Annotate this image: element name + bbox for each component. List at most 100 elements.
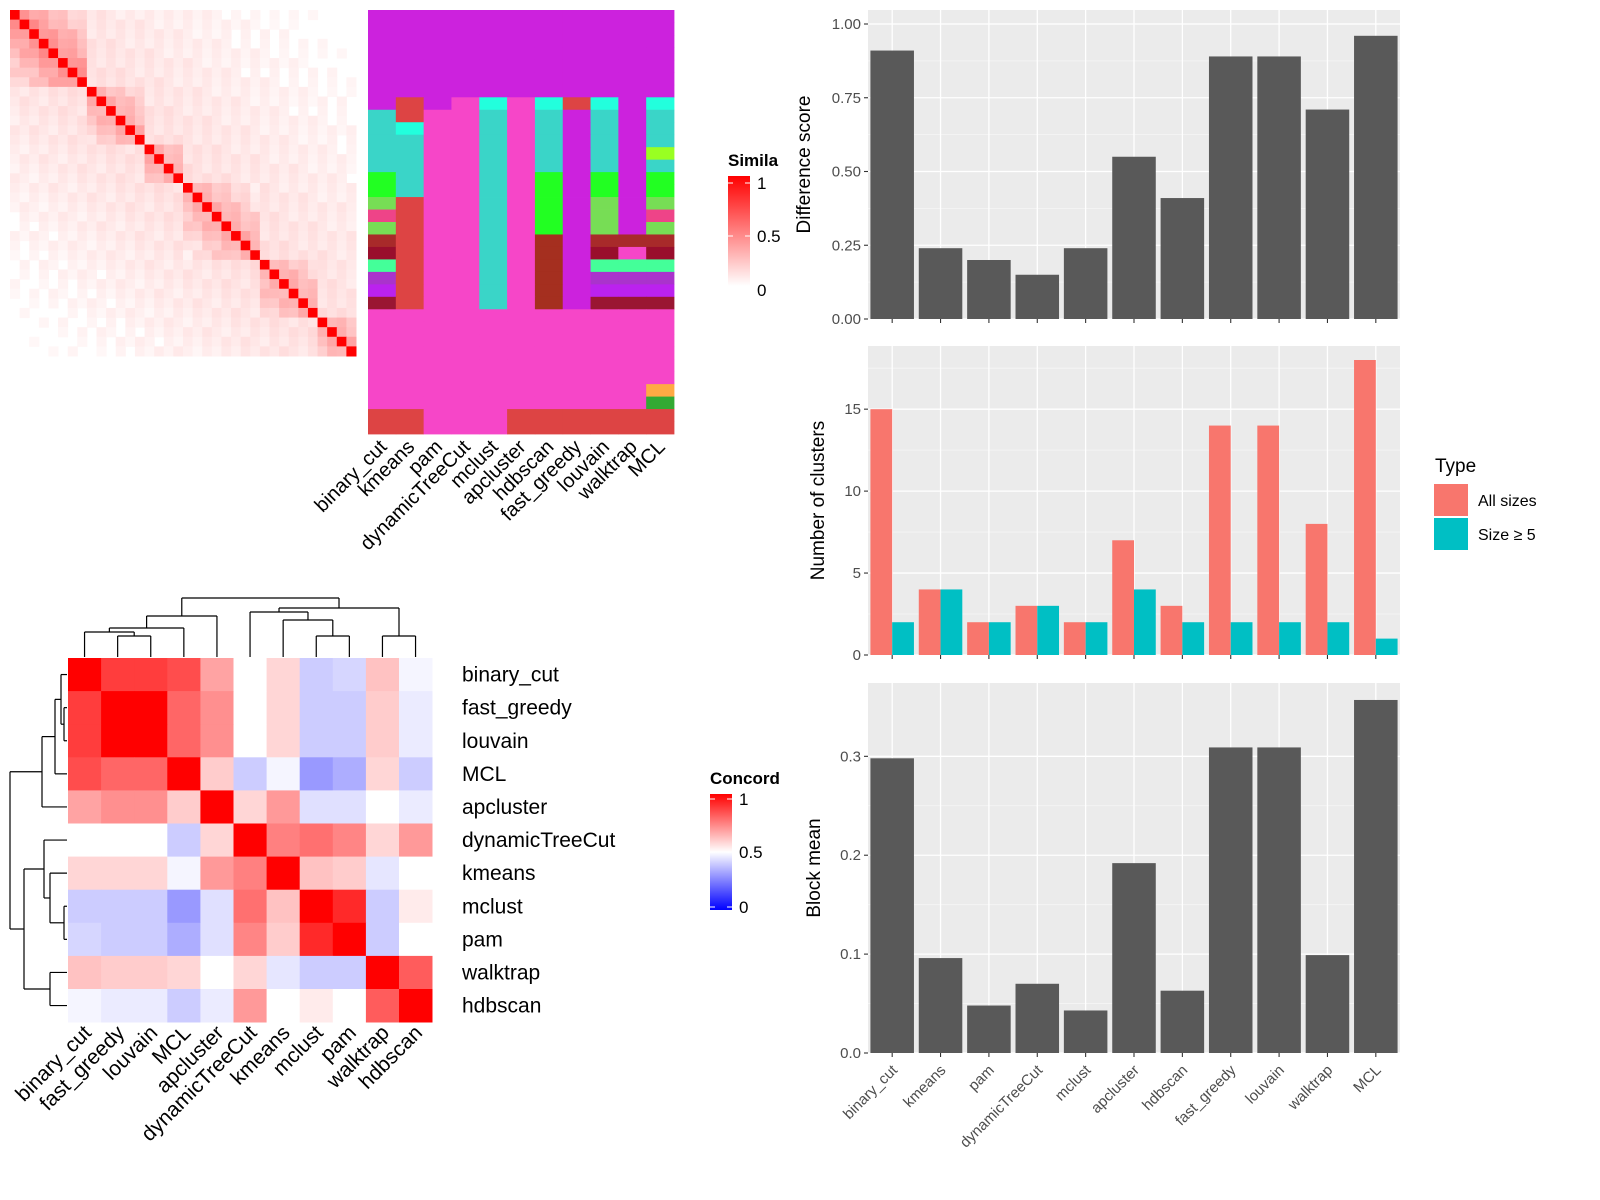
similarity-cell xyxy=(67,77,78,88)
similarity-cell xyxy=(58,163,69,174)
membership-cell xyxy=(562,84,591,98)
similarity-cell xyxy=(336,259,347,270)
bar xyxy=(918,958,963,1053)
membership-cell xyxy=(451,72,480,86)
similarity-cell xyxy=(183,10,194,21)
similarity-cell xyxy=(336,163,347,174)
similarity-cell xyxy=(67,269,78,280)
x-tick-label: dynamicTreeCut xyxy=(957,1061,1047,1151)
similarity-cell xyxy=(269,250,280,261)
similarity-cell xyxy=(202,288,213,299)
similarity-cell xyxy=(106,183,117,194)
similarity-cell xyxy=(211,269,222,280)
similarity-cell xyxy=(336,115,347,126)
similarity-cell xyxy=(298,183,309,194)
similarity-cell xyxy=(154,298,165,309)
membership-cell xyxy=(618,234,647,248)
similarity-cell xyxy=(115,346,126,357)
membership-cell xyxy=(423,84,452,98)
similarity-cell xyxy=(125,298,136,309)
membership-cell xyxy=(423,246,452,260)
similarity-cell xyxy=(211,231,222,242)
similarity-cell xyxy=(183,163,194,174)
membership-cell xyxy=(590,371,619,385)
similarity-cell xyxy=(307,269,319,280)
similarity-cell xyxy=(192,269,203,280)
membership-cell xyxy=(646,34,675,48)
similarity-cell xyxy=(163,154,174,165)
membership-cell xyxy=(368,409,397,422)
concordance-cell xyxy=(68,691,102,725)
similarity-cell xyxy=(240,77,251,88)
similarity-cell xyxy=(346,317,357,328)
similarity-cell xyxy=(240,183,251,194)
concordance-cell xyxy=(233,955,267,990)
similarity-cell xyxy=(183,77,194,88)
membership-cell xyxy=(646,359,675,373)
membership-cell xyxy=(507,284,536,298)
similarity-cell xyxy=(144,58,155,69)
membership-cell xyxy=(451,97,480,111)
membership-cell xyxy=(507,309,536,323)
similarity-cell xyxy=(106,269,117,280)
similarity-cell xyxy=(154,173,165,184)
bar xyxy=(1015,274,1060,319)
membership-cell xyxy=(395,159,425,173)
membership-cell xyxy=(507,72,536,86)
similarity-cell xyxy=(307,183,319,194)
membership-cell xyxy=(368,47,397,61)
similarity-cell xyxy=(327,163,338,174)
similarity-cell xyxy=(346,327,357,338)
similarity-cell xyxy=(134,125,146,136)
concordance-cell xyxy=(233,989,267,1023)
similarity-cell xyxy=(106,211,117,222)
similarity-cell xyxy=(279,288,290,299)
similarity-cell xyxy=(134,96,146,107)
concordance-cell xyxy=(101,856,135,891)
similarity-cell xyxy=(38,58,49,69)
similarity-cell xyxy=(134,269,146,280)
similarity-cell xyxy=(192,336,203,347)
bar xyxy=(967,260,1011,319)
similarity-cell xyxy=(279,58,290,69)
similarity-cell xyxy=(96,48,107,59)
membership-cell xyxy=(618,22,647,36)
membership-cell xyxy=(395,321,425,335)
similarity-cell xyxy=(154,86,165,97)
similarity-cell xyxy=(115,211,126,222)
similarity-cell xyxy=(307,317,319,328)
similarity-cell xyxy=(106,19,117,30)
concordance-cell xyxy=(365,955,400,990)
similarity-cell xyxy=(317,183,328,194)
similarity-cell xyxy=(221,202,232,213)
similarity-cell xyxy=(307,202,319,213)
similarity-cell xyxy=(144,163,155,174)
similarity-cell xyxy=(307,288,319,299)
membership-cell xyxy=(395,184,425,198)
membership-cell xyxy=(590,384,619,397)
similarity-cell xyxy=(240,250,251,261)
similarity-cell xyxy=(154,279,165,290)
similarity-cell xyxy=(154,231,165,242)
membership-cell xyxy=(395,22,425,36)
similarity-cell xyxy=(134,211,146,222)
similarity-cell xyxy=(231,221,242,232)
similarity-cell xyxy=(192,125,203,136)
similarity-cell xyxy=(86,96,97,107)
similarity-cell xyxy=(317,221,328,232)
similarity-cell xyxy=(211,192,222,203)
concordance-legend-title: Concord xyxy=(710,769,780,788)
similarity-cell xyxy=(202,298,213,309)
membership-cell xyxy=(451,184,480,198)
similarity-cell xyxy=(259,240,270,251)
similarity-cell xyxy=(29,144,40,155)
concordance-cell xyxy=(101,823,135,857)
membership-cell xyxy=(479,334,508,348)
similarity-cell xyxy=(211,183,222,194)
concordance-cell xyxy=(68,757,102,791)
membership-cell xyxy=(534,421,564,435)
similarity-cell xyxy=(192,163,203,174)
similarity-cell xyxy=(86,231,97,242)
similarity-cell xyxy=(336,231,347,242)
similarity-cell xyxy=(19,211,30,222)
